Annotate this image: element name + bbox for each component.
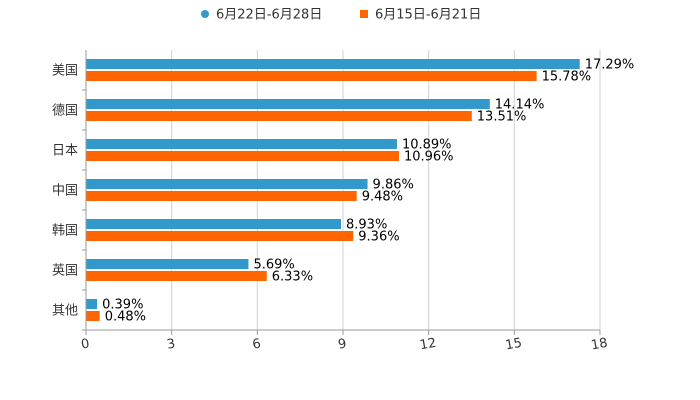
data-label: 5.69% bbox=[253, 258, 294, 273]
bars bbox=[86, 59, 580, 321]
legend-marker-series2 bbox=[360, 10, 368, 18]
data-label: 10.89% bbox=[402, 138, 452, 153]
bar-series1 bbox=[86, 59, 580, 69]
category-label: 韩国 bbox=[52, 224, 78, 239]
category-label: 德国 bbox=[52, 104, 78, 119]
bar-series2 bbox=[86, 271, 267, 281]
category-label: 其他 bbox=[52, 304, 78, 319]
data-label: 15.78% bbox=[542, 70, 592, 85]
data-label: 6.33% bbox=[272, 270, 313, 285]
data-label: 14.14% bbox=[495, 98, 545, 113]
x-tick-label: 18 bbox=[590, 336, 609, 354]
axes: 0 3 6 9 12 15 18 bbox=[80, 50, 609, 353]
bar-series1 bbox=[86, 219, 342, 229]
legend-marker-series1 bbox=[201, 10, 209, 18]
bar-series2 bbox=[86, 191, 357, 201]
x-tick-label: 3 bbox=[166, 336, 177, 352]
legend: 6月22日-6月28日 6月15日-6月21日 bbox=[201, 8, 481, 23]
data-label: 8.93% bbox=[346, 218, 387, 233]
bar-series2 bbox=[86, 71, 537, 81]
x-tick-label: 6 bbox=[251, 336, 262, 352]
data-label: 13.51% bbox=[477, 110, 527, 125]
bar-series2 bbox=[86, 311, 100, 321]
x-tick-label: 0 bbox=[80, 336, 91, 352]
legend-label: 6月15日-6月21日 bbox=[375, 8, 481, 23]
bar-series1 bbox=[86, 139, 397, 149]
category-label: 日本 bbox=[52, 144, 78, 159]
x-tick-label: 12 bbox=[419, 336, 438, 354]
bar-series2 bbox=[86, 151, 399, 161]
bar-series1 bbox=[86, 299, 98, 309]
data-label: 10.96% bbox=[404, 150, 454, 165]
x-tick-label: 9 bbox=[337, 336, 348, 352]
data-label: 9.48% bbox=[362, 190, 403, 205]
bar-series2 bbox=[86, 111, 472, 121]
data-label: 0.48% bbox=[105, 310, 146, 325]
bar-series1 bbox=[86, 179, 368, 189]
category-label: 美国 bbox=[52, 64, 78, 79]
labels: 美国 17.29%15.78% 德国 14.14%13.51% 日本 10.89%10.9… bbox=[52, 58, 634, 325]
legend-label: 6月22日-6月28日 bbox=[216, 8, 322, 23]
x-tick-label: 15 bbox=[504, 336, 523, 354]
data-label: 9.36% bbox=[358, 230, 399, 245]
bar-series1 bbox=[86, 99, 490, 109]
data-label: 17.29% bbox=[585, 58, 635, 73]
bar-series2 bbox=[86, 231, 354, 241]
grid bbox=[171, 50, 601, 330]
bar-series1 bbox=[86, 259, 249, 269]
data-label: 9.86% bbox=[373, 178, 414, 193]
category-label: 英国 bbox=[52, 264, 78, 279]
category-label: 中国 bbox=[52, 184, 78, 199]
data-label: 0.39% bbox=[102, 298, 143, 313]
